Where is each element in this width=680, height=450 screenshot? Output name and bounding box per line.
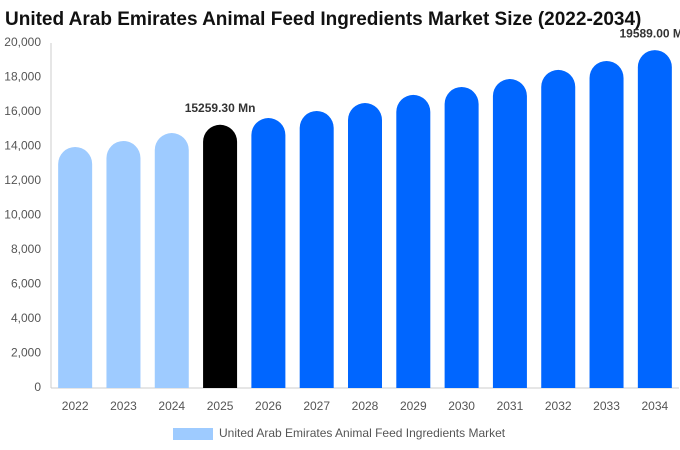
bar: [251, 118, 286, 388]
bar: [444, 86, 479, 389]
bar: [58, 147, 93, 388]
bar: [299, 110, 334, 388]
bar: [348, 103, 382, 388]
bar: [637, 50, 672, 388]
y-tick-label: 20,000: [4, 35, 41, 49]
value-label: 15259.30 Mn: [185, 101, 256, 115]
y-tick-label: 6,000: [11, 277, 41, 291]
y-tick-label: 4,000: [11, 311, 41, 325]
bar: [396, 94, 431, 389]
y-tick-label: 10,000: [4, 208, 41, 222]
x-tick-label: 2032: [545, 399, 572, 413]
x-tick-label: 2033: [593, 399, 620, 413]
value-label: 19589.00 Mn: [619, 26, 680, 40]
x-tick-label: 2030: [448, 399, 475, 413]
x-tick-label: 2022: [62, 399, 89, 413]
y-tick-label: 12,000: [4, 173, 41, 187]
bar: [203, 124, 238, 388]
y-tick-label: 0: [34, 380, 41, 394]
chart-title: United Arab Emirates Animal Feed Ingredi…: [5, 9, 641, 30]
y-tick-label: 18,000: [4, 70, 41, 84]
x-tick-label: 2027: [303, 399, 330, 413]
y-tick-label: 8,000: [11, 242, 41, 256]
y-tick-label: 2,000: [11, 346, 41, 360]
x-tick-label: 2031: [497, 399, 524, 413]
x-tick-label: 2023: [110, 399, 137, 413]
x-tick-label: 2034: [641, 399, 668, 413]
x-tick-label: 2026: [255, 399, 282, 413]
legend-label: United Arab Emirates Animal Feed Ingredi…: [219, 426, 506, 440]
bar: [492, 79, 527, 388]
x-tick-label: 2029: [400, 399, 427, 413]
bar: [589, 60, 624, 388]
bar: [541, 69, 576, 388]
x-tick-label: 2024: [158, 399, 185, 413]
y-tick-label: 16,000: [4, 104, 41, 118]
x-tick-label: 2025: [207, 399, 234, 413]
x-tick-label: 2028: [352, 399, 379, 413]
bar: [106, 140, 141, 388]
legend-swatch: [173, 428, 213, 440]
y-tick-label: 14,000: [4, 139, 41, 153]
bar: [154, 133, 189, 388]
